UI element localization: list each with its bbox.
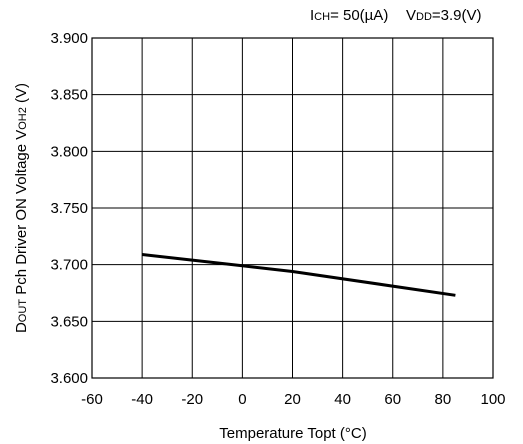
condition-vdd-value: =3.9(V) [432, 7, 482, 24]
condition-vdd-main: V [406, 7, 416, 24]
x-tick-labels: -60 -40 -20 0 20 40 60 80 100 [81, 391, 505, 408]
x-tick-label: -40 [131, 391, 153, 408]
condition-ich-main: I [310, 7, 314, 24]
y-tick-label: 3.600 [50, 370, 88, 387]
y-axis-title-part1-small: OUT [17, 299, 29, 323]
x-tick-label: -20 [181, 391, 203, 408]
condition-ich: ICH= 50(µA) [310, 7, 388, 24]
x-tick-label: 80 [435, 391, 452, 408]
y-tick-label: 3.800 [50, 143, 88, 160]
y-tick-label: 3.750 [50, 200, 88, 217]
y-axis-title-part3: (V) [13, 83, 30, 107]
y-tick-label: 3.850 [50, 87, 88, 104]
condition-ich-value: = 50(µA) [330, 7, 388, 24]
x-tick-label: 20 [284, 391, 301, 408]
grid-lines [91, 37, 494, 379]
condition-vdd: VDD=3.9(V) [406, 7, 482, 24]
y-tick-label: 3.700 [50, 257, 88, 274]
x-tick-label: 60 [384, 391, 401, 408]
x-axis-title: Temperature Topt (°C) [219, 425, 366, 442]
series-line [141, 253, 456, 297]
x-tick-label: 0 [238, 391, 246, 408]
y-axis-title: DOUT Pch Driver ON Voltage VOH2 (V) [13, 83, 30, 333]
x-tick-label: -60 [81, 391, 103, 408]
condition-ich-sub: CH [314, 11, 330, 23]
y-axis-title-part2-sub: OH2 [17, 107, 29, 130]
y-axis-title-part1: D [13, 322, 30, 333]
condition-vdd-sub: DD [416, 11, 432, 23]
x-tick-label: 40 [334, 391, 351, 408]
y-tick-labels: 3.600 3.650 3.700 3.750 3.800 3.850 3.900 [50, 30, 88, 387]
series-group [141, 253, 456, 297]
y-axis-title-part2: Pch Driver ON Voltage V [13, 130, 30, 299]
y-tick-label: 3.650 [50, 313, 88, 330]
x-tick-label: 100 [480, 391, 505, 408]
y-tick-label: 3.900 [50, 30, 88, 47]
plot-frame [91, 37, 494, 379]
